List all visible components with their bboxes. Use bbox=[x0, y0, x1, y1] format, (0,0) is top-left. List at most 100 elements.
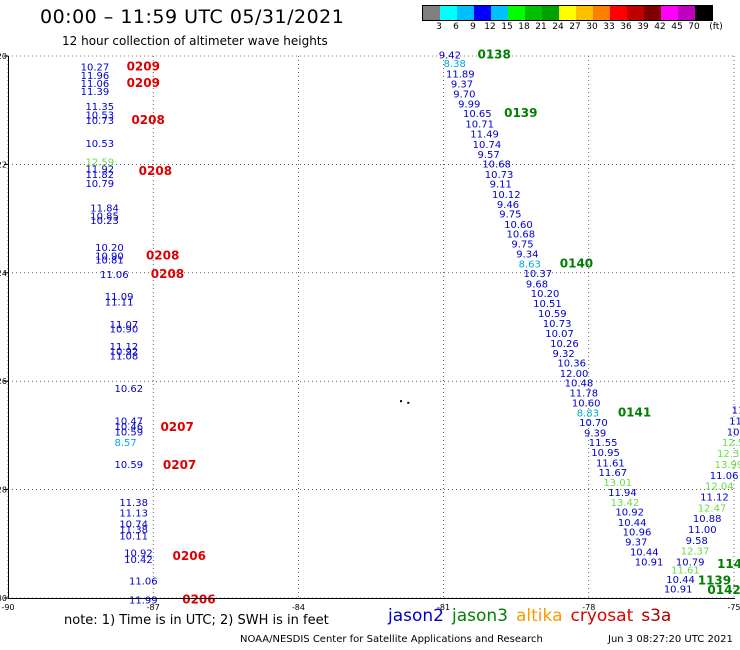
wave-height-value: 10.44 bbox=[630, 548, 659, 559]
pass-time-label: 0207 bbox=[163, 458, 196, 472]
wave-height-value: 11.89 bbox=[446, 70, 475, 81]
legend-swatch bbox=[525, 6, 542, 20]
wave-height-value: 10.37 bbox=[523, 269, 552, 280]
wave-height-value: 11.13 bbox=[119, 509, 148, 520]
wave-height-value: 8.57 bbox=[114, 438, 136, 449]
wave-height-value: 11.84 bbox=[90, 204, 119, 215]
wave-height-value: 11.06 bbox=[100, 270, 129, 281]
wave-height-value: 12.37 bbox=[681, 547, 710, 558]
wave-height-value: 9.42 bbox=[439, 51, 461, 62]
wave-height-value: 10.27 bbox=[81, 63, 110, 74]
lon-tick-label: -75 bbox=[727, 603, 740, 612]
wave-height-value: 10.53 bbox=[85, 139, 114, 150]
wave-height-value: 10.95 bbox=[591, 448, 620, 459]
legend-swatch bbox=[508, 6, 525, 20]
wave-height-value: 10.20 bbox=[531, 289, 560, 300]
legend-tick-label: 3 bbox=[436, 22, 442, 32]
wave-height-value: 10.92 bbox=[110, 347, 139, 358]
pass-time-label: 1140 bbox=[717, 557, 740, 571]
lat-tick-label: -30 bbox=[0, 594, 7, 603]
wave-height-value: 11.38 bbox=[119, 498, 148, 509]
wave-height-value: 9.70 bbox=[453, 90, 475, 101]
color-legend-bar bbox=[422, 5, 713, 21]
legend-swatch bbox=[542, 6, 559, 20]
wave-height-value: 11.55 bbox=[589, 438, 618, 449]
wave-height-value: 9.37 bbox=[625, 537, 647, 548]
wave-height-value: 10.96 bbox=[623, 528, 652, 539]
wave-height-value: 10.79 bbox=[85, 179, 114, 190]
pass-time-label: 0209 bbox=[127, 60, 160, 74]
map-subtitle: 12 hour collection of altimeter wave hei… bbox=[62, 34, 328, 48]
wave-height-value: 11.07 bbox=[110, 320, 139, 331]
legend-swatch bbox=[593, 6, 610, 20]
wave-height-value: 12.47 bbox=[698, 503, 727, 514]
legend-tick-label: 24 bbox=[552, 22, 564, 32]
lon-tick-label: -87 bbox=[147, 603, 160, 612]
legend-tick-label: 21 bbox=[535, 22, 547, 32]
lon-tick-label: -81 bbox=[437, 603, 450, 612]
wave-height-value: 10.60 bbox=[572, 399, 601, 410]
wave-height-value: 8.63 bbox=[519, 259, 541, 270]
wave-height-value: 11 bbox=[729, 417, 740, 428]
wave-height-value: 11.78 bbox=[569, 388, 598, 399]
pass-time-label: 0208 bbox=[151, 267, 184, 281]
lon-tick-label: -78 bbox=[582, 603, 595, 612]
wave-height-value: 10.92 bbox=[124, 548, 153, 559]
wave-height-value: 10.74 bbox=[473, 140, 502, 151]
plot-border bbox=[8, 56, 735, 599]
wave-height-value: 10.59 bbox=[114, 460, 143, 471]
wave-height-value: 9.37 bbox=[451, 79, 473, 90]
wave-height-value: 10.11 bbox=[119, 531, 148, 542]
legend-unit: (ft) bbox=[709, 22, 723, 32]
satellite-name: cryosat bbox=[570, 606, 634, 626]
pass-time-label: 0208 bbox=[146, 248, 179, 262]
wave-height-value: 10.51 bbox=[533, 299, 562, 310]
legend-swatch bbox=[576, 6, 593, 20]
satellite-name: jason2 bbox=[388, 606, 444, 626]
wave-height-value: 11.06 bbox=[129, 576, 158, 587]
wave-height-value: 11.96 bbox=[81, 71, 110, 82]
wave-height-value: 10.79 bbox=[676, 557, 705, 568]
wave-height-value: 12.00 bbox=[560, 369, 589, 380]
wave-height-value: 11.61 bbox=[596, 458, 625, 469]
legend-tick-label: 39 bbox=[637, 22, 649, 32]
wave-height-value: 13.42 bbox=[611, 498, 640, 509]
wave-height-value: 11.67 bbox=[598, 468, 627, 479]
wave-height-value: 10.23 bbox=[90, 216, 119, 227]
lat-tick-label: -26 bbox=[0, 377, 7, 386]
legend-tick-label: 15 bbox=[501, 22, 513, 32]
wave-height-value: 13.01 bbox=[603, 478, 632, 489]
pass-time-label: 0207 bbox=[160, 420, 193, 434]
wave-height-value: 9.32 bbox=[553, 349, 575, 360]
legend-swatch bbox=[644, 6, 661, 20]
wave-height-value: 10.44 bbox=[618, 518, 647, 529]
wave-height-value: 10.26 bbox=[550, 339, 579, 350]
legend-swatch bbox=[423, 6, 440, 20]
wave-height-value: 10.65 bbox=[463, 109, 492, 120]
pass-time-label: 0138 bbox=[477, 48, 510, 62]
wave-height-value: 10.47 bbox=[114, 417, 143, 428]
wave-height-value: 10.59 bbox=[538, 309, 567, 320]
wave-height-value: 10.90 bbox=[95, 251, 124, 262]
wave-height-value: 9.99 bbox=[458, 99, 480, 110]
legend-tick-label: 33 bbox=[603, 22, 615, 32]
color-legend-labels: 3 6 9 12 15 18 21 24 27 30 33 36 39 42 45 70 (ft) bbox=[422, 21, 723, 33]
pass-time-label: 0206 bbox=[173, 549, 206, 563]
pass-time-label: 0209 bbox=[127, 76, 160, 90]
wave-height-value: 9.75 bbox=[511, 239, 533, 250]
wave-height-value: 11.06 bbox=[710, 471, 739, 482]
wave-height-value: 11.38 bbox=[119, 525, 148, 536]
lon-tick-label: -90 bbox=[1, 603, 14, 612]
lat-tick-label: -22 bbox=[0, 160, 7, 169]
wave-height-value: 11.61 bbox=[671, 566, 700, 577]
wave-height-value: 11.00 bbox=[688, 525, 717, 536]
pass-time-label: 0139 bbox=[504, 106, 537, 120]
wave-height-value: 10.9 bbox=[727, 427, 740, 438]
wave-height-value: 10.81 bbox=[95, 256, 124, 267]
legend-swatch bbox=[559, 6, 576, 20]
color-legend: 3 6 9 12 15 18 21 24 27 30 33 36 39 42 45 70 (ft) bbox=[422, 5, 723, 33]
lon-tick-label: -84 bbox=[292, 603, 305, 612]
credit-text: NOAA/NESDIS Center for Satellite Applica… bbox=[240, 634, 543, 645]
legend-swatch bbox=[695, 6, 712, 20]
